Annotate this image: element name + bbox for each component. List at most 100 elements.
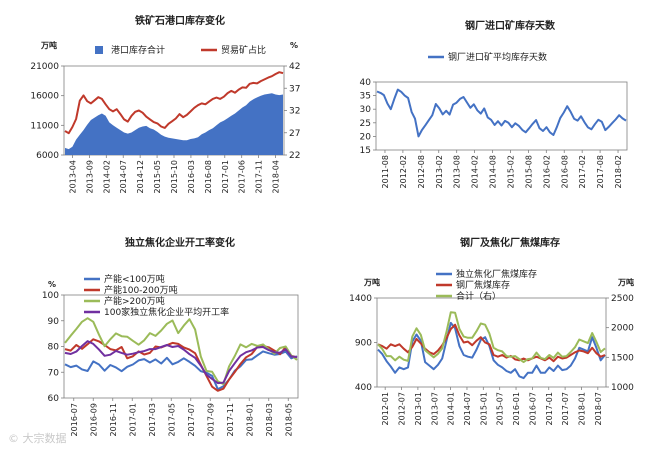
x-tick-label: 2016-08 bbox=[560, 155, 569, 188]
y-tick-label: 30 bbox=[360, 105, 372, 115]
y-tick-label: 90 bbox=[48, 317, 60, 327]
y-tick-label: 900 bbox=[355, 339, 372, 349]
plot-frame bbox=[375, 81, 628, 151]
x-tick-label: 2013-04 bbox=[68, 160, 77, 193]
y2-tick-label: 22 bbox=[289, 151, 300, 161]
left-axis-unit: % bbox=[48, 280, 56, 289]
legend-label: 100家独立焦化企业平均开工率 bbox=[104, 306, 229, 318]
x-tick-label: 2012-02 bbox=[399, 155, 408, 188]
legend: 港口库存合计 贸易矿占比 bbox=[95, 44, 266, 56]
x-tick-label: 2018-02 bbox=[614, 155, 623, 188]
y2-tick-label: 27 bbox=[289, 129, 300, 139]
series-line-1 bbox=[64, 350, 298, 391]
chart-title: 独立焦化企业开工率变化 bbox=[125, 236, 235, 249]
y2-tick-label: 42 bbox=[289, 62, 300, 72]
y-tick-label: 100 bbox=[42, 291, 59, 301]
y-tick-label: 70 bbox=[48, 368, 60, 378]
legend-label: 独立焦化厂焦煤库存 bbox=[456, 268, 537, 280]
series-line-3 bbox=[377, 311, 606, 364]
x-tick-label: 2014-07 bbox=[463, 392, 472, 425]
series-line-1 bbox=[376, 88, 627, 138]
legend-label: 钢厂进口矿平均库存天数 bbox=[448, 51, 547, 63]
x-tick-label: 2015-08 bbox=[524, 155, 533, 188]
legend-label: 贸易矿占比 bbox=[221, 44, 266, 56]
x-tick-label: 2017-07 bbox=[561, 392, 570, 425]
x-tick-label: 2017-11 bbox=[226, 403, 235, 436]
x-tick-label: 2017-09 bbox=[206, 403, 215, 436]
x-tick-label: 2016-11 bbox=[109, 403, 118, 436]
series-line-2 bbox=[64, 71, 284, 135]
x-tick-label: 2012-08 bbox=[417, 155, 426, 188]
series-line-4 bbox=[64, 340, 298, 385]
y2-tick-label: 32 bbox=[289, 107, 300, 117]
series-line-3 bbox=[64, 317, 298, 386]
y-tick-label: 400 bbox=[355, 383, 372, 393]
x-tick-label: 2016-08 bbox=[204, 160, 213, 193]
legend: 钢厂进口矿平均库存天数 bbox=[428, 51, 547, 63]
x-tick-label: 2013-08 bbox=[453, 155, 462, 188]
x-tick-label: 2011-08 bbox=[381, 155, 390, 188]
x-tick-label: 2017-02 bbox=[578, 155, 587, 188]
chart-title: 铁矿石港口库存变化 bbox=[135, 14, 225, 27]
x-tick-label: 2016-03 bbox=[187, 160, 196, 193]
x-tick-label: 2015-02 bbox=[506, 155, 515, 188]
y-tick-label: 40 bbox=[360, 78, 372, 88]
series-line-2 bbox=[377, 323, 606, 363]
x-tick-label: 2018-03 bbox=[265, 403, 274, 436]
x-tick-label: 2018-01 bbox=[245, 403, 254, 436]
x-tick-label: 2013-09 bbox=[85, 160, 94, 193]
x-tick-label: 2017-11 bbox=[255, 160, 264, 193]
y-tick-label: 35 bbox=[360, 92, 371, 102]
y2-tick-label: 2500 bbox=[611, 294, 634, 304]
x-tick-label: 2018-01 bbox=[577, 392, 586, 425]
legend-label: 产能>200万吨 bbox=[104, 295, 165, 307]
watermark-logo: © 大宗数据 bbox=[8, 432, 67, 445]
x-tick-label: 2014-02 bbox=[471, 155, 480, 188]
y2-tick-label: 2000 bbox=[611, 324, 634, 334]
legend-label: 产能100-200万吨 bbox=[104, 284, 178, 296]
x-tick-label: 2017-05 bbox=[167, 403, 176, 436]
y-tick-label: 15 bbox=[360, 146, 371, 156]
legend-label: 钢厂焦煤库存 bbox=[456, 279, 510, 291]
y-tick-label: 60 bbox=[48, 394, 60, 404]
x-tick-label: 2017-08 bbox=[596, 155, 605, 188]
y-tick-label: 80 bbox=[48, 343, 60, 353]
y-tick-label: 16000 bbox=[30, 92, 59, 102]
x-tick-label: 2018-07 bbox=[594, 392, 603, 425]
chart-title: 钢厂及焦化厂焦煤库存 bbox=[460, 236, 560, 249]
y-tick-label: 1400 bbox=[349, 294, 372, 304]
series-line-1 bbox=[377, 321, 606, 380]
x-tick-label: 2014-02 bbox=[102, 160, 111, 193]
x-tick-label: 2017-01 bbox=[221, 160, 230, 193]
y2-tick-label: 1500 bbox=[611, 353, 634, 363]
right-axis-unit: 万吨 bbox=[617, 277, 634, 287]
x-tick-label: 2015-10 bbox=[170, 160, 179, 193]
y-tick-label: 11000 bbox=[30, 121, 59, 131]
y2-tick-label: 37 bbox=[289, 84, 300, 94]
legend-label: 港口库存合计 bbox=[111, 44, 165, 56]
x-tick-label: 2012-07 bbox=[398, 392, 407, 425]
x-tick-label: 2014-01 bbox=[447, 392, 456, 425]
legend-label: 产能<100万吨 bbox=[104, 273, 165, 285]
x-tick-label: 2016-07 bbox=[528, 392, 537, 425]
x-tick-label: 2018-04 bbox=[272, 160, 281, 193]
legend-label: 合计（右） bbox=[456, 290, 501, 302]
x-tick-label: 2014-12 bbox=[136, 160, 145, 193]
x-tick-label: 2014-07 bbox=[119, 160, 128, 193]
y-tick-label: 21000 bbox=[30, 62, 59, 72]
x-tick-label: 2016-07 bbox=[70, 403, 79, 436]
x-tick-label: 2014-08 bbox=[489, 155, 498, 188]
x-tick-label: 2018-05 bbox=[284, 403, 293, 436]
x-tick-label: 2015-07 bbox=[496, 392, 505, 425]
legend-swatch bbox=[95, 46, 103, 54]
x-tick-label: 2013-07 bbox=[430, 392, 439, 425]
left-axis-unit: 万吨 bbox=[363, 277, 380, 287]
left-axis-unit: 万吨 bbox=[40, 40, 57, 50]
y-tick-label: 6000 bbox=[36, 151, 59, 161]
x-tick-label: 2015-01 bbox=[479, 392, 488, 425]
legend: 产能<100万吨产能100-200万吨产能>200万吨100家独立焦化企业平均开… bbox=[84, 273, 229, 318]
